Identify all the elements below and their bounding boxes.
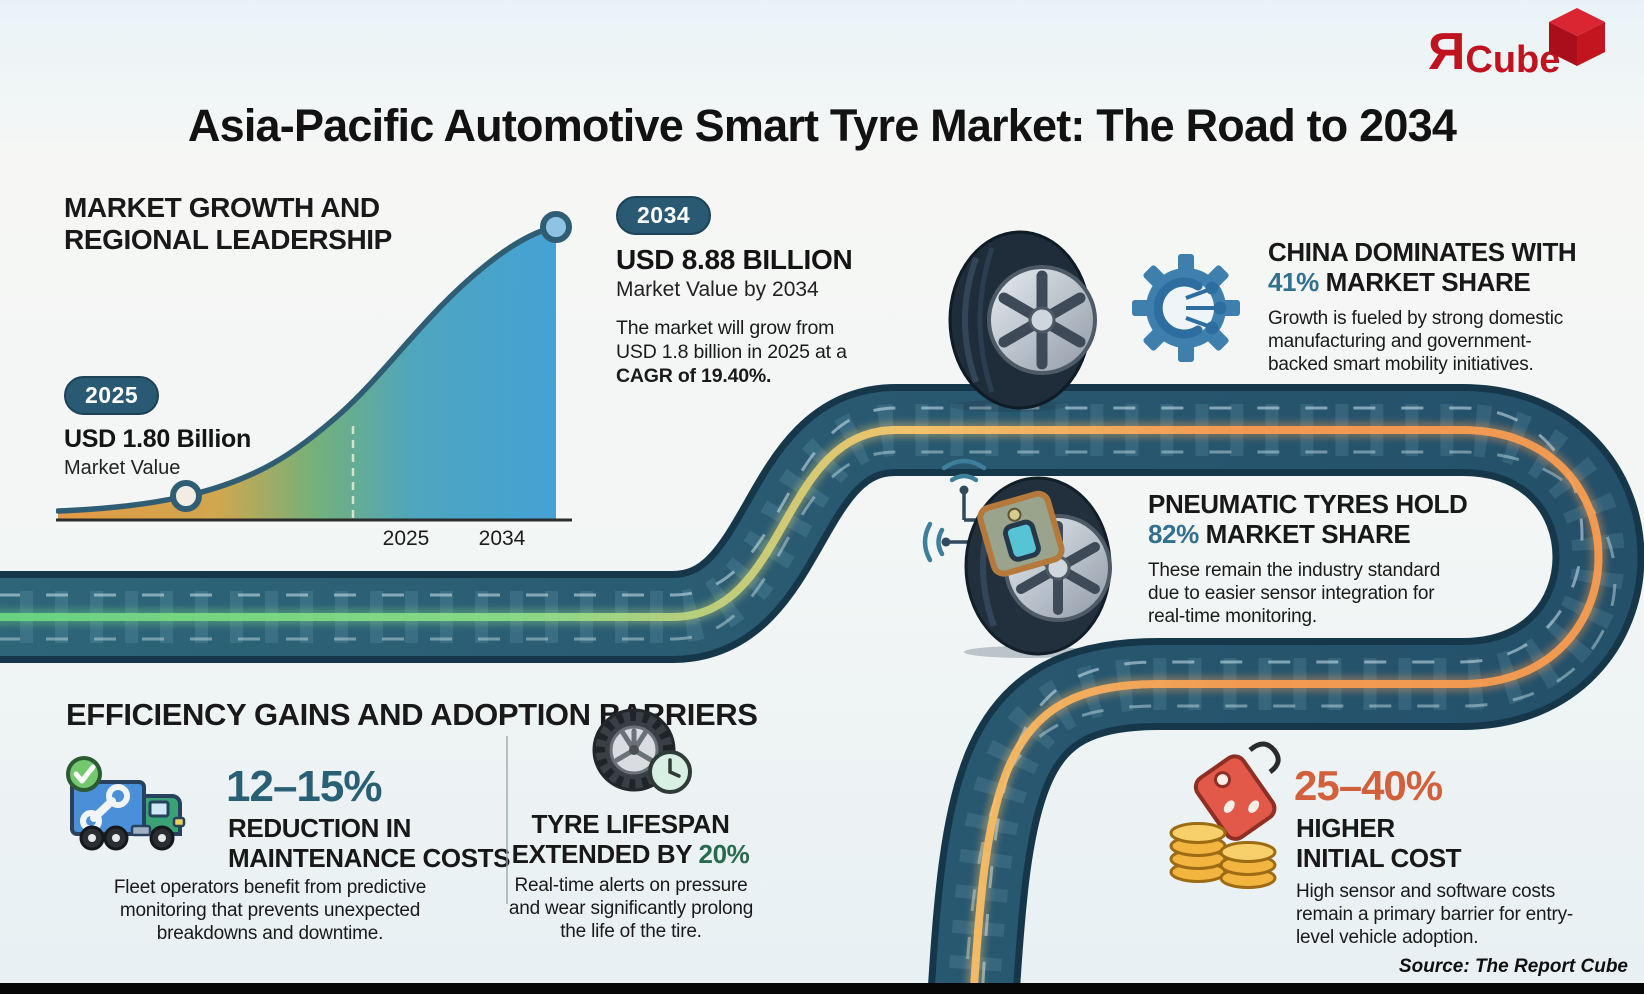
maintenance-label-line2: MAINTENANCE COSTS [228,842,511,873]
market-growth-heading: MARKET GROWTH AND REGIONAL LEADERSHIP [64,192,392,255]
lifespan-heading-pre: EXTENDED BY [511,838,699,869]
pneumatic-section: PNEUMATIC TYRES HOLD 82% MARKET SHARE Th… [1148,489,1478,628]
year-badge-2034: 2034 [616,196,712,235]
lifespan-stat: 20% [698,838,750,869]
china-section: CHINA DOMINATES WITH 41% MARKET SHARE Gr… [1268,237,1608,376]
chart-marker-2025 [170,480,202,512]
pneumatic-heading-rest: MARKET SHARE [1198,518,1411,549]
pneumatic-description: These remain the industry standard due t… [1148,559,1441,628]
year-badge-2025: 2025 [64,376,160,415]
cagr-description-text: The market will grow from USD 1.8 billio… [616,317,847,363]
cost-label-line2: INITIAL COST [1296,842,1462,873]
china-description: Growth is fueled by strong domestic manu… [1268,307,1564,376]
lifespan-heading-line1: TYRE LIFESPAN [531,809,730,839]
brand-logo-cube-text: Cube [1465,39,1561,81]
value-2034: USD 8.88 BILLION [616,244,853,275]
checkmark-icon [66,756,102,792]
china-heading-line1: CHINA DOMINATES WITH [1268,237,1577,267]
gear-circuit-icon [1132,254,1240,362]
china-heading-rest: MARKET SHARE [1318,266,1531,297]
chart-marker-2034 [540,211,572,243]
cagr-description-bold: CAGR of 19.40%. [616,364,772,387]
smart-tyre-sensor-icon [922,458,1112,658]
maintenance-label-line1: REDUCTION IN [228,813,411,843]
pneumatic-heading-line2: 82% MARKET SHARE [1148,518,1478,550]
callout-2025: 2025 USD 1.80 Billion Market Value [64,376,251,480]
pneumatic-heading-line1: PNEUMATIC TYRES HOLD [1148,489,1468,519]
chart-axis-label-2034: 2034 [479,527,526,550]
section-divider [506,736,508,904]
cost-description: High sensor and software costs remain a … [1296,881,1574,949]
china-stat: 41% [1268,266,1319,297]
lifespan-heading: TYRE LIFESPAN EXTENDED BY 20% [508,809,753,870]
tyre-icon [948,230,1097,412]
callout-2034: 2034 USD 8.88 BILLION Market Value by 20… [616,196,878,388]
market-growth-heading-line1: MARKET GROWTH AND [64,192,380,223]
cost-label: HIGHER INITIAL COST [1296,813,1462,874]
cagr-description: The market will grow from USD 1.8 billio… [616,317,868,388]
maintenance-label: REDUCTION IN MAINTENANCE COSTS [228,813,511,874]
chart-axis-label-2025: 2025 [383,527,430,550]
bottom-border-bar [0,983,1644,994]
value-2025: USD 1.80 Billion [64,425,251,453]
value-2025-label: Market Value [64,457,181,479]
chart-curve-line [56,224,559,514]
lifespan-heading-line2: EXTENDED BY 20% [508,838,753,870]
china-heading-line2: 41% MARKET SHARE [1268,266,1608,298]
brand-logo: ЯCube [1428,22,1560,82]
brand-cube-icon [1549,8,1605,66]
market-growth-heading-line2: REGIONAL LEADERSHIP [64,223,392,255]
growth-area-chart: 2025 2034 [56,211,572,550]
pneumatic-stat: 82% [1148,518,1199,549]
truck-maintenance-icon [66,756,186,851]
source-credit: Source: The Report Cube [1398,956,1628,977]
price-tag-coins-icon [1169,741,1281,889]
maintenance-stat: 12–15% [226,762,382,811]
value-2034-label: Market Value by 2034 [616,278,819,301]
cost-stat: 25–40% [1294,762,1443,809]
page-title: Asia-Pacific Automotive Smart Tyre Marke… [187,100,1457,151]
cost-label-line1: HIGHER [1296,813,1395,843]
maintenance-description: Fleet operators benefit from predictive … [113,877,427,945]
brand-logo-r: Я [1428,23,1466,81]
lifespan-description: Real-time alerts on pressure and wear si… [508,875,754,943]
tyre-clock-icon [592,708,692,794]
chart-area-fill [58,227,556,520]
